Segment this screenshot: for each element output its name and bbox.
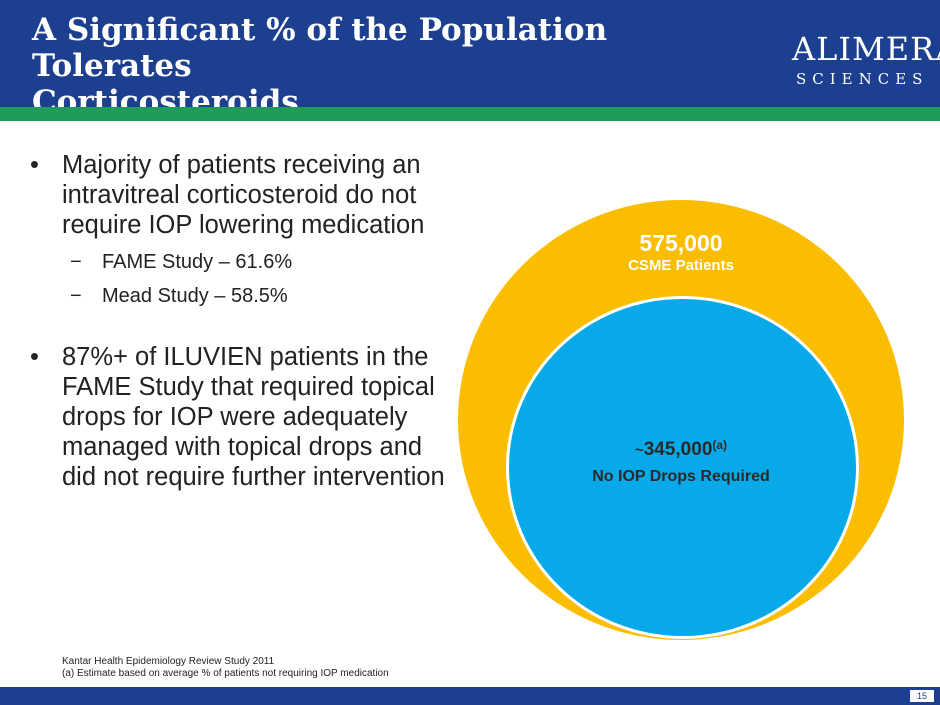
sub-bullet-marker: − bbox=[70, 251, 82, 273]
footnote: Kantar Health Epidemiology Review Study … bbox=[62, 656, 389, 680]
bullet-text: 87%+ of ILUVIEN patients in the FAME Stu… bbox=[62, 343, 445, 491]
footnote-a: (a) Estimate based on average % of patie… bbox=[62, 668, 389, 679]
title-line-1: A Significant % of the Population Tolera… bbox=[32, 12, 608, 84]
header-bar: A Significant % of the Population Tolera… bbox=[0, 0, 940, 120]
approx-symbol: ~ bbox=[634, 442, 644, 459]
spacer bbox=[30, 308, 450, 342]
outer-circle-label: CSME Patients bbox=[628, 257, 734, 274]
sub-bullet-item: − Mead Study – 58.5% bbox=[30, 284, 450, 308]
bullet-item: • Majority of patients receiving an intr… bbox=[30, 150, 450, 240]
footer-bar bbox=[0, 687, 940, 705]
footnote-source: Kantar Health Epidemiology Review Study … bbox=[62, 656, 275, 667]
bullet-marker: • bbox=[30, 343, 39, 371]
bullet-list: • Majority of patients receiving an intr… bbox=[30, 150, 450, 492]
logo-wordmark: ALIMERA bbox=[792, 30, 940, 68]
accent-bar bbox=[0, 107, 940, 121]
page-number: 15 bbox=[910, 690, 934, 702]
outer-circle-value: 575,000 bbox=[639, 230, 723, 256]
inner-circle-no-drops bbox=[506, 296, 859, 639]
sub-bullet-marker: − bbox=[70, 285, 82, 307]
inner-circle-value: 345,000 bbox=[643, 439, 713, 460]
inner-circle-label: No IOP Drops Required bbox=[592, 468, 770, 485]
bullet-marker: • bbox=[30, 151, 39, 179]
footnote-marker: (a) bbox=[712, 438, 728, 452]
sub-bullet-text: Mead Study – 58.5% bbox=[102, 285, 288, 307]
population-circle-diagram: 575,000 CSME Patients ~345,000(a) No IOP… bbox=[458, 200, 904, 640]
inner-circle-value-line: ~345,000(a) bbox=[458, 438, 904, 461]
logo-subtitle: SCIENCES bbox=[796, 70, 929, 88]
bullet-item: • 87%+ of ILUVIEN patients in the FAME S… bbox=[30, 342, 450, 492]
bullet-text: Majority of patients receiving an intrav… bbox=[62, 151, 425, 239]
sub-bullet-item: − FAME Study – 61.6% bbox=[30, 250, 450, 274]
sub-bullet-text: FAME Study – 61.6% bbox=[102, 251, 293, 273]
slide-title: A Significant % of the Population Tolera… bbox=[32, 12, 772, 120]
company-logo: ALIMERA SCIENCES bbox=[782, 20, 940, 100]
